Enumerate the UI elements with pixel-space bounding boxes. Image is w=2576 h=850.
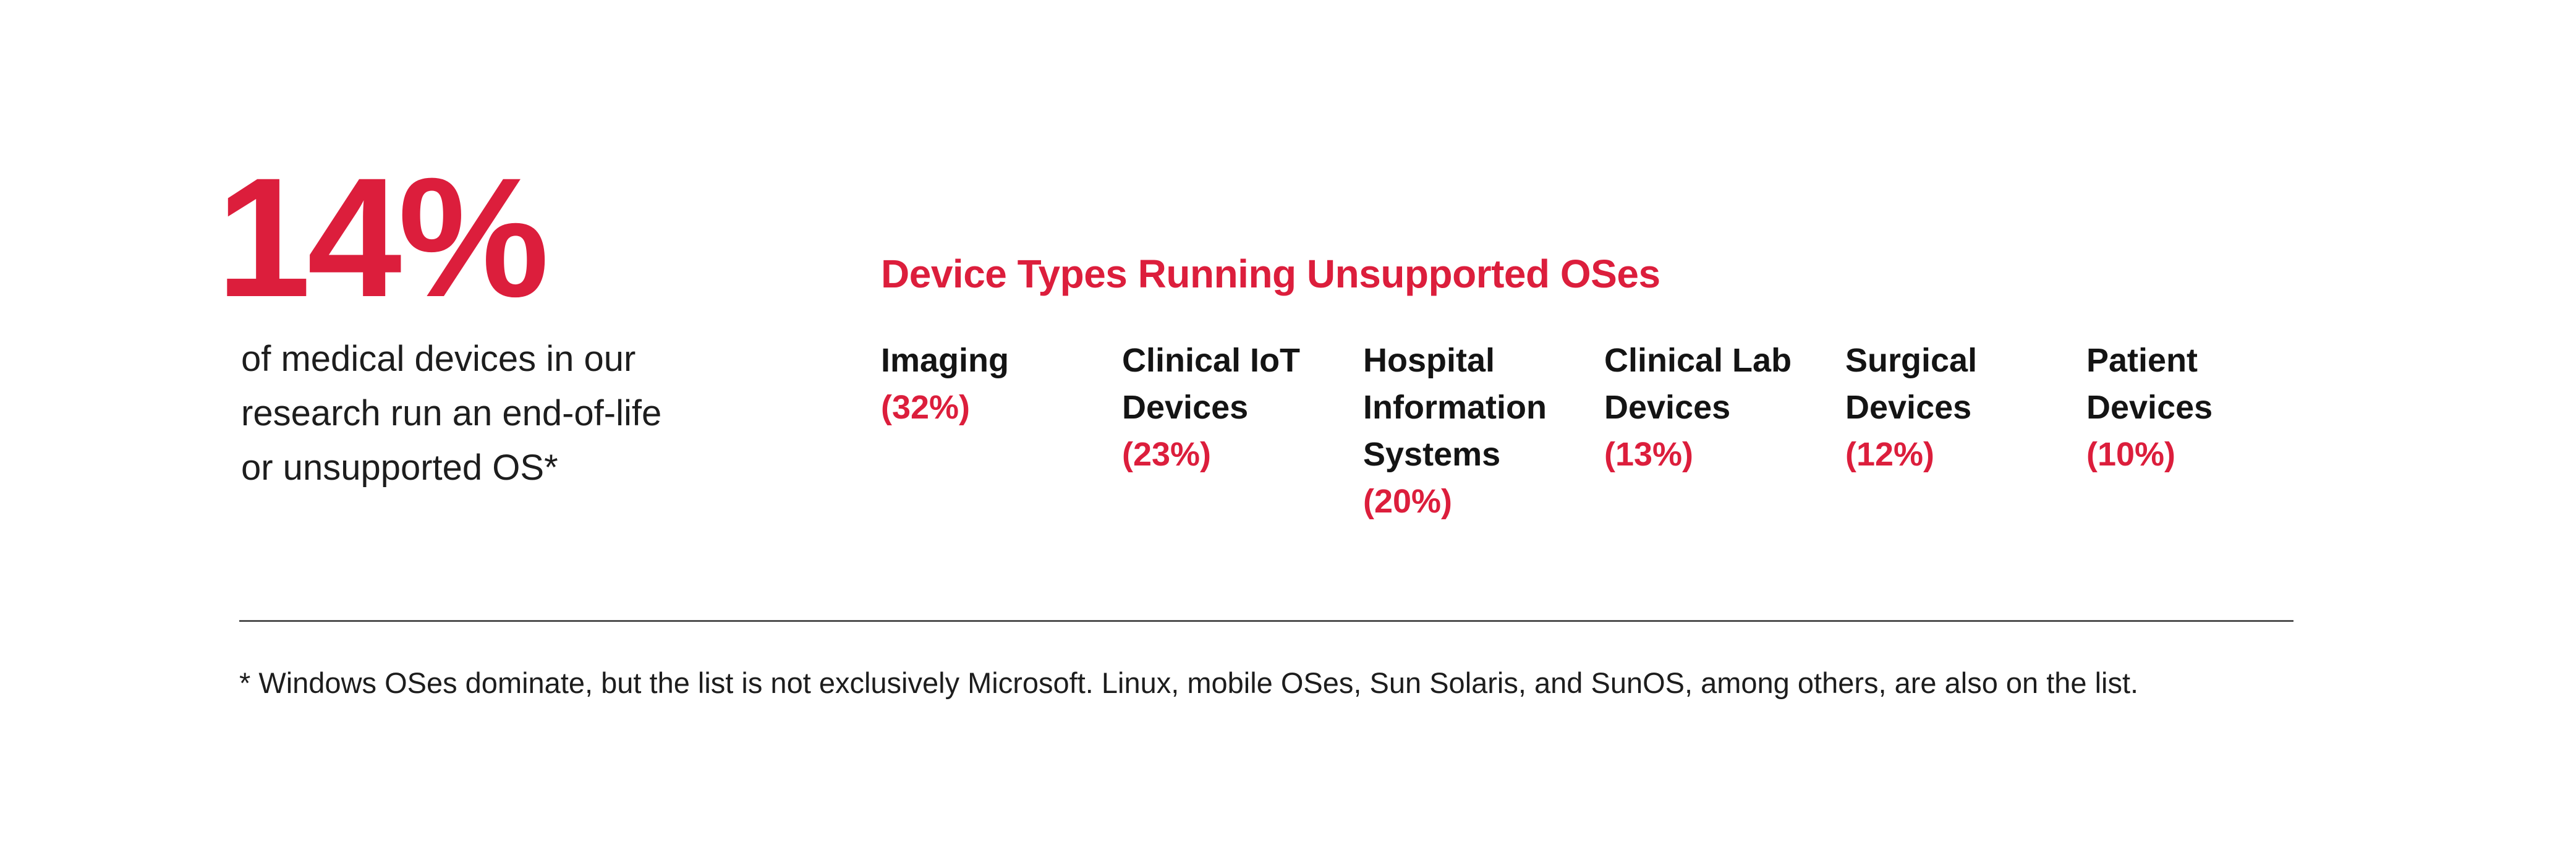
device-label-line: Devices — [1845, 389, 1972, 426]
device-percentage: (32%) — [881, 389, 971, 426]
device-label-line: Devices — [1604, 389, 1731, 426]
device-column-surgical: Surgical Devices (12%) — [1845, 337, 2086, 525]
device-label-line: Imaging — [881, 342, 1010, 379]
device-percentage: (12%) — [1845, 436, 1935, 473]
device-percentage: (23%) — [1122, 436, 1212, 473]
divider-line — [239, 620, 2293, 622]
device-label-line: Information — [1363, 389, 1547, 426]
device-label-line: Surgical — [1845, 342, 1978, 379]
device-label-line: Hospital — [1363, 342, 1495, 379]
footnote: * Windows OSes dominate, but the list is… — [239, 666, 2139, 699]
headline-stat-value: 14% — [216, 143, 549, 333]
device-type-list: Imaging (32%) Clinical IoT Devices (23%)… — [881, 337, 2327, 525]
device-column-imaging: Imaging (32%) — [881, 337, 1122, 525]
device-percentage: (10%) — [2086, 436, 2176, 473]
stat-description-line: or unsupported OS* — [241, 448, 558, 488]
device-label-line: Patient — [2086, 342, 2198, 379]
device-label-line: Devices — [2086, 389, 2213, 426]
device-column-hospital-information-systems: Hospital Information Systems (20%) — [1363, 337, 1604, 525]
device-percentage: (13%) — [1604, 436, 1694, 473]
device-label-line: Systems — [1363, 436, 1501, 473]
device-label-line: Clinical Lab — [1604, 342, 1792, 379]
device-column-patient: Patient Devices (10%) — [2086, 337, 2327, 525]
device-label-line: Clinical IoT — [1122, 342, 1301, 379]
section-title: Device Types Running Unsupported OSes — [881, 252, 1660, 296]
device-label-line: Devices — [1122, 389, 1249, 426]
device-percentage: (20%) — [1363, 483, 1453, 520]
device-column-clinical-lab: Clinical Lab Devices (13%) — [1604, 337, 1845, 525]
device-column-clinical-iot: Clinical IoT Devices (23%) — [1122, 337, 1363, 525]
stat-description-line: of medical devices in our — [241, 339, 636, 379]
headline-stat-description: of medical devices in our research run a… — [241, 332, 661, 495]
stat-description-line: research run an end-of-life — [241, 393, 662, 433]
